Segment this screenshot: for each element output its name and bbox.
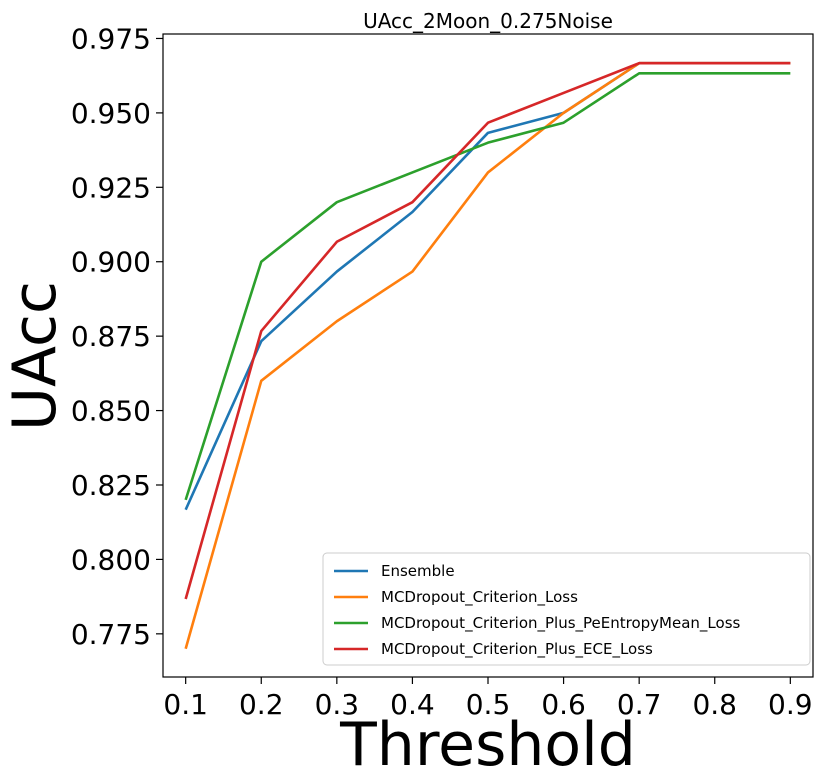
x-axis-label: Threshold	[339, 710, 636, 780]
chart-title: UAcc_2Moon_0.275Noise	[363, 9, 613, 33]
series-layer	[184, 61, 791, 650]
y-tick-label: 0.775	[71, 618, 151, 651]
y-axis: 0.775 0.800 0.825 0.850 0.875 0.900 0.925 0.950…	[71, 22, 163, 651]
series-line-4	[184, 61, 791, 600]
x-tick-label: 0.9	[768, 688, 813, 721]
y-axis-label: UAcc	[0, 281, 70, 431]
y-tick-label: 0.825	[71, 469, 151, 502]
y-tick-label: 0.925	[71, 171, 151, 204]
x-tick-label: 0.8	[692, 688, 737, 721]
series-line-1	[184, 61, 791, 511]
x-tick-label: 0.7	[617, 688, 662, 721]
legend-label-2: MCDropout_Criterion_Loss	[381, 588, 578, 607]
y-tick-label: 0.950	[71, 97, 151, 130]
y-tick-label: 0.975	[71, 22, 151, 55]
series-line-3	[184, 71, 791, 501]
y-tick-label: 0.800	[71, 543, 151, 576]
legend-label-4: MCDropout_Criterion_Plus_ECE_Loss	[381, 640, 653, 659]
y-tick-label: 0.900	[71, 246, 151, 279]
x-axis: 0.1 0.2 0.3 0.4 0.5 0.6 0.7 0.8 0.9	[163, 677, 813, 721]
x-tick-label: 0.6	[541, 688, 586, 721]
legend: Ensemble MCDropout_Criterion_Loss MCDropou…	[322, 552, 811, 666]
legend-label-3: MCDropout_Criterion_Plus_PeEntropyMean_L…	[381, 614, 741, 633]
legend-label-1: Ensemble	[381, 562, 455, 580]
y-tick-label: 0.850	[71, 395, 151, 428]
x-tick-label: 0.3	[315, 688, 360, 721]
x-tick-label: 0.4	[390, 688, 435, 721]
x-tick-label: 0.5	[466, 688, 511, 721]
y-tick-label: 0.875	[71, 320, 151, 353]
x-tick-label: 0.2	[239, 688, 284, 721]
legend-box	[322, 552, 811, 666]
x-tick-label: 0.1	[163, 688, 208, 721]
